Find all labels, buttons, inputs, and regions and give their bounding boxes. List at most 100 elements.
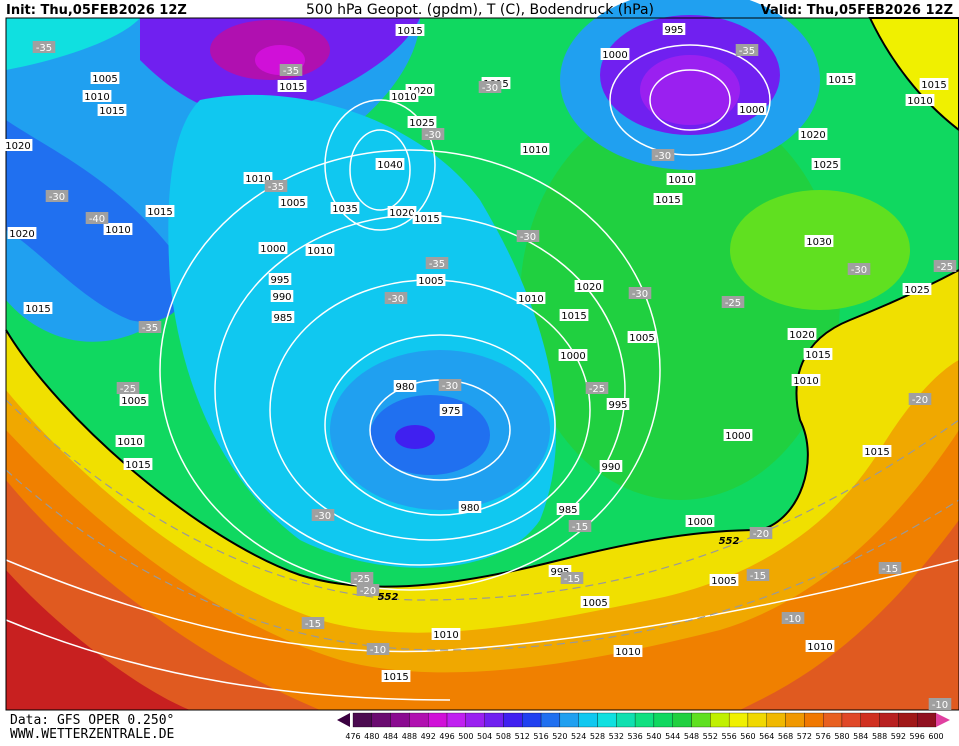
isobar-label: 995 [606,398,630,411]
temperature-label-text: -20 [912,395,928,406]
colorbar-box [898,712,918,728]
temperature-label-box [264,180,288,192]
valid-time: Valid: Thu,05FEB2026 12Z [761,3,953,18]
temperature-label-text: -10 [932,700,948,711]
isobar-label-text: 1030 [806,237,831,248]
temperature-label: -10 [781,612,805,625]
colorbar-label: 552 [703,732,718,741]
colorbar-box [747,712,767,728]
colorbar-label: 532 [609,732,624,741]
temperature-label: -30 [847,263,871,276]
colorbar-label: 584 [853,732,868,741]
isobar-label-box [258,242,288,254]
isobar-label: 1000 [737,103,767,116]
site-url: WWW.WETTERZENTRALE.DE [10,727,174,741]
isobar-label: 1020 [7,227,37,240]
colorbar-label: 484 [383,732,398,741]
isobar-label-text: 995 [550,567,569,578]
temperature-label: -25 [350,572,374,585]
temperature-label: -35 [735,44,759,57]
temperature-label-text: -10 [370,645,386,656]
isobar-label: 990 [599,460,623,473]
isobar-label: 985 [271,311,295,324]
isobar-label-text: 1010 [668,175,693,186]
isobar-label-text: 1020 [800,130,825,141]
colorbar-label: 564 [759,732,774,741]
isobar-label: 1025 [902,283,932,296]
isobar-label-box [395,24,425,36]
isobar-label-box [103,223,133,235]
isobar-label-text: 1005 [418,276,443,287]
isobar-label-text: 1015 [279,82,304,93]
isobar-label: 1010 [613,645,643,658]
temperature-label: -35 [32,41,56,54]
isobar-label-box [439,404,463,416]
isobar-label-box [412,212,442,224]
isobar-label-text: 1010 [84,92,109,103]
temperature-label-box [366,643,390,655]
isobar-label: 1015 [277,80,307,93]
isobar-label-text: 1015 [655,195,680,206]
isobar-label-text: 1010 [907,96,932,107]
isobar-label-box [516,292,546,304]
isobar-label: 1010 [431,628,461,641]
temperature-label: -10 [366,643,390,656]
temperature-label-box [928,698,952,710]
temperature-label: -35 [138,321,162,334]
colorbar-label: 580 [834,732,849,741]
temperature-label-box [85,212,109,224]
isobar-label: 1015 [23,302,53,315]
temperature-label-box [628,287,652,299]
temperature-label-text: -15 [572,522,588,533]
colorbar-box [823,712,843,728]
colorbar-box [540,712,561,728]
isobar-label: 1010 [305,244,335,257]
isobar-label: 1015 [123,458,153,471]
isobar-label: 1015 [803,348,833,361]
temperature-label-box [585,382,609,394]
colorbar-label: 548 [684,732,699,741]
isobar-label: 1000 [685,515,715,528]
temperature-label-text: -30 [632,289,648,300]
temperature-label-box [279,64,303,76]
isobar-label: 1005 [119,394,149,407]
isobar-label-box [574,280,604,292]
isobar-label-text: 1010 [615,647,640,658]
temperature-label-box [568,520,592,532]
isobar-label-text: 995 [270,275,289,286]
temperature-label-box [651,149,675,161]
isobar-label: 1015 [381,670,411,683]
colorbar-label: 596 [910,732,925,741]
temperature-label: -30 [478,81,502,94]
colorbar-label: 528 [590,732,605,741]
isobar-label-box [805,640,835,652]
temperature-label-box [878,562,902,574]
isobar-label-text: 980 [460,503,479,514]
geopotential-label: 552 [378,592,399,603]
isobar-label: 1015 [412,212,442,225]
isobar-label-text: 1010 [807,642,832,653]
temperature-label: -30 [421,128,445,141]
isobar-label-box [375,158,405,170]
temperature-label: -25 [933,260,957,273]
isobar-label-box [387,206,417,218]
colorbar-box [691,712,711,728]
isobar-label-box [613,645,643,657]
isobar-label-text: 1005 [629,333,654,344]
colorbar-box [616,712,636,728]
temperature-label-box [749,527,773,539]
temperature-label: -30 [516,230,540,243]
isobar-label-box [268,273,292,285]
isobar-label-text: 1000 [560,351,585,362]
temperature-label-box [847,263,871,275]
colorbar-box [766,712,786,728]
isobar-label-text: 1010 [307,246,332,257]
isobar-label-box [723,429,753,441]
isobar-label: 1020 [574,280,604,293]
isobar-label-box [662,23,686,35]
colorbar-label: 588 [872,732,887,741]
isobar-label-box [737,103,767,115]
isobar-label-text: 1005 [582,598,607,609]
isobar-label: 980 [458,501,482,514]
isobar-label-text: 1015 [561,311,586,322]
